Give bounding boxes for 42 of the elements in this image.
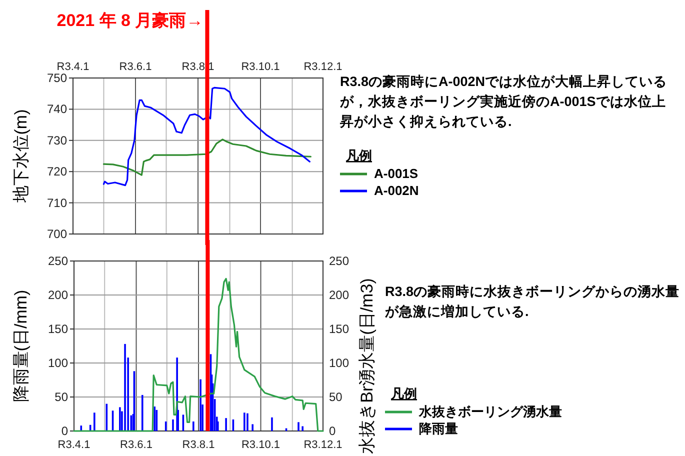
- line-series: [102, 86, 310, 186]
- x-tick-label: R3.12.1: [304, 61, 342, 73]
- y-tick-label: 710: [46, 196, 68, 210]
- x-tick-label: R3.10.1: [241, 439, 280, 451]
- legend-label: A-001S: [374, 166, 418, 181]
- y2-tick-label: 250: [329, 254, 350, 268]
- x-tick-label: R3.8.1: [182, 439, 215, 451]
- x-tick-label: R3.4.1: [58, 439, 90, 451]
- y-tick-label: 150: [48, 322, 68, 336]
- legend-title: 凡例: [390, 386, 417, 401]
- x-tick-label: R3.12.1: [304, 439, 342, 451]
- x-tick-label: R3.6.1: [119, 61, 152, 73]
- y2-tick-label: 100: [329, 356, 350, 370]
- text: R3.8の豪雨時に水抜きボーリングからの湧水量が急激に増加している.: [384, 284, 680, 319]
- text: R3.8の豪雨時にA-002Nでは水位が大幅上昇しているが，水抜きボーリング実施近傍のA-001Sでは水位上昇が小さく抑えられている.: [339, 74, 668, 129]
- legend-label: 水抜きボーリング湧水量: [418, 404, 562, 419]
- y-tick-label: 0: [61, 424, 68, 438]
- y-tick-label: 200: [48, 288, 68, 302]
- x-tick-label: R3.4.1: [56, 61, 90, 73]
- y-tick-label: 250: [48, 254, 68, 268]
- ref-line-label: 2021 年 8 月豪雨→: [56, 11, 204, 30]
- x-tick-label: R3.10.1: [241, 61, 280, 73]
- y-axis-title: 降雨量(日/mm): [11, 290, 30, 402]
- x-tick-label: R3.6.1: [120, 439, 152, 451]
- line-series: [73, 278, 324, 432]
- y-axis-title: 地下水位(m): [11, 109, 30, 204]
- y2-axis-title: 水抜きBr湧水量(日/m3): [357, 278, 376, 454]
- legend-label: 降雨量: [419, 421, 458, 436]
- y-tick-label: 730: [46, 133, 68, 148]
- y-tick-label: 750: [46, 71, 68, 85]
- y-tick-label: 700: [46, 227, 68, 241]
- y2-tick-label: 0: [329, 424, 336, 438]
- y2-tick-label: 50: [329, 390, 343, 404]
- y2-tick-label: 150: [329, 322, 350, 336]
- y2-tick-label: 200: [329, 288, 350, 302]
- legend-title: 凡例: [345, 148, 372, 163]
- y-tick-label: 740: [46, 102, 68, 116]
- y-tick-label: 50: [54, 390, 68, 404]
- legend-label: A-002N: [374, 183, 419, 198]
- y-tick-label: 720: [46, 164, 68, 179]
- line-series: [102, 138, 312, 176]
- y-tick-label: 100: [48, 356, 68, 370]
